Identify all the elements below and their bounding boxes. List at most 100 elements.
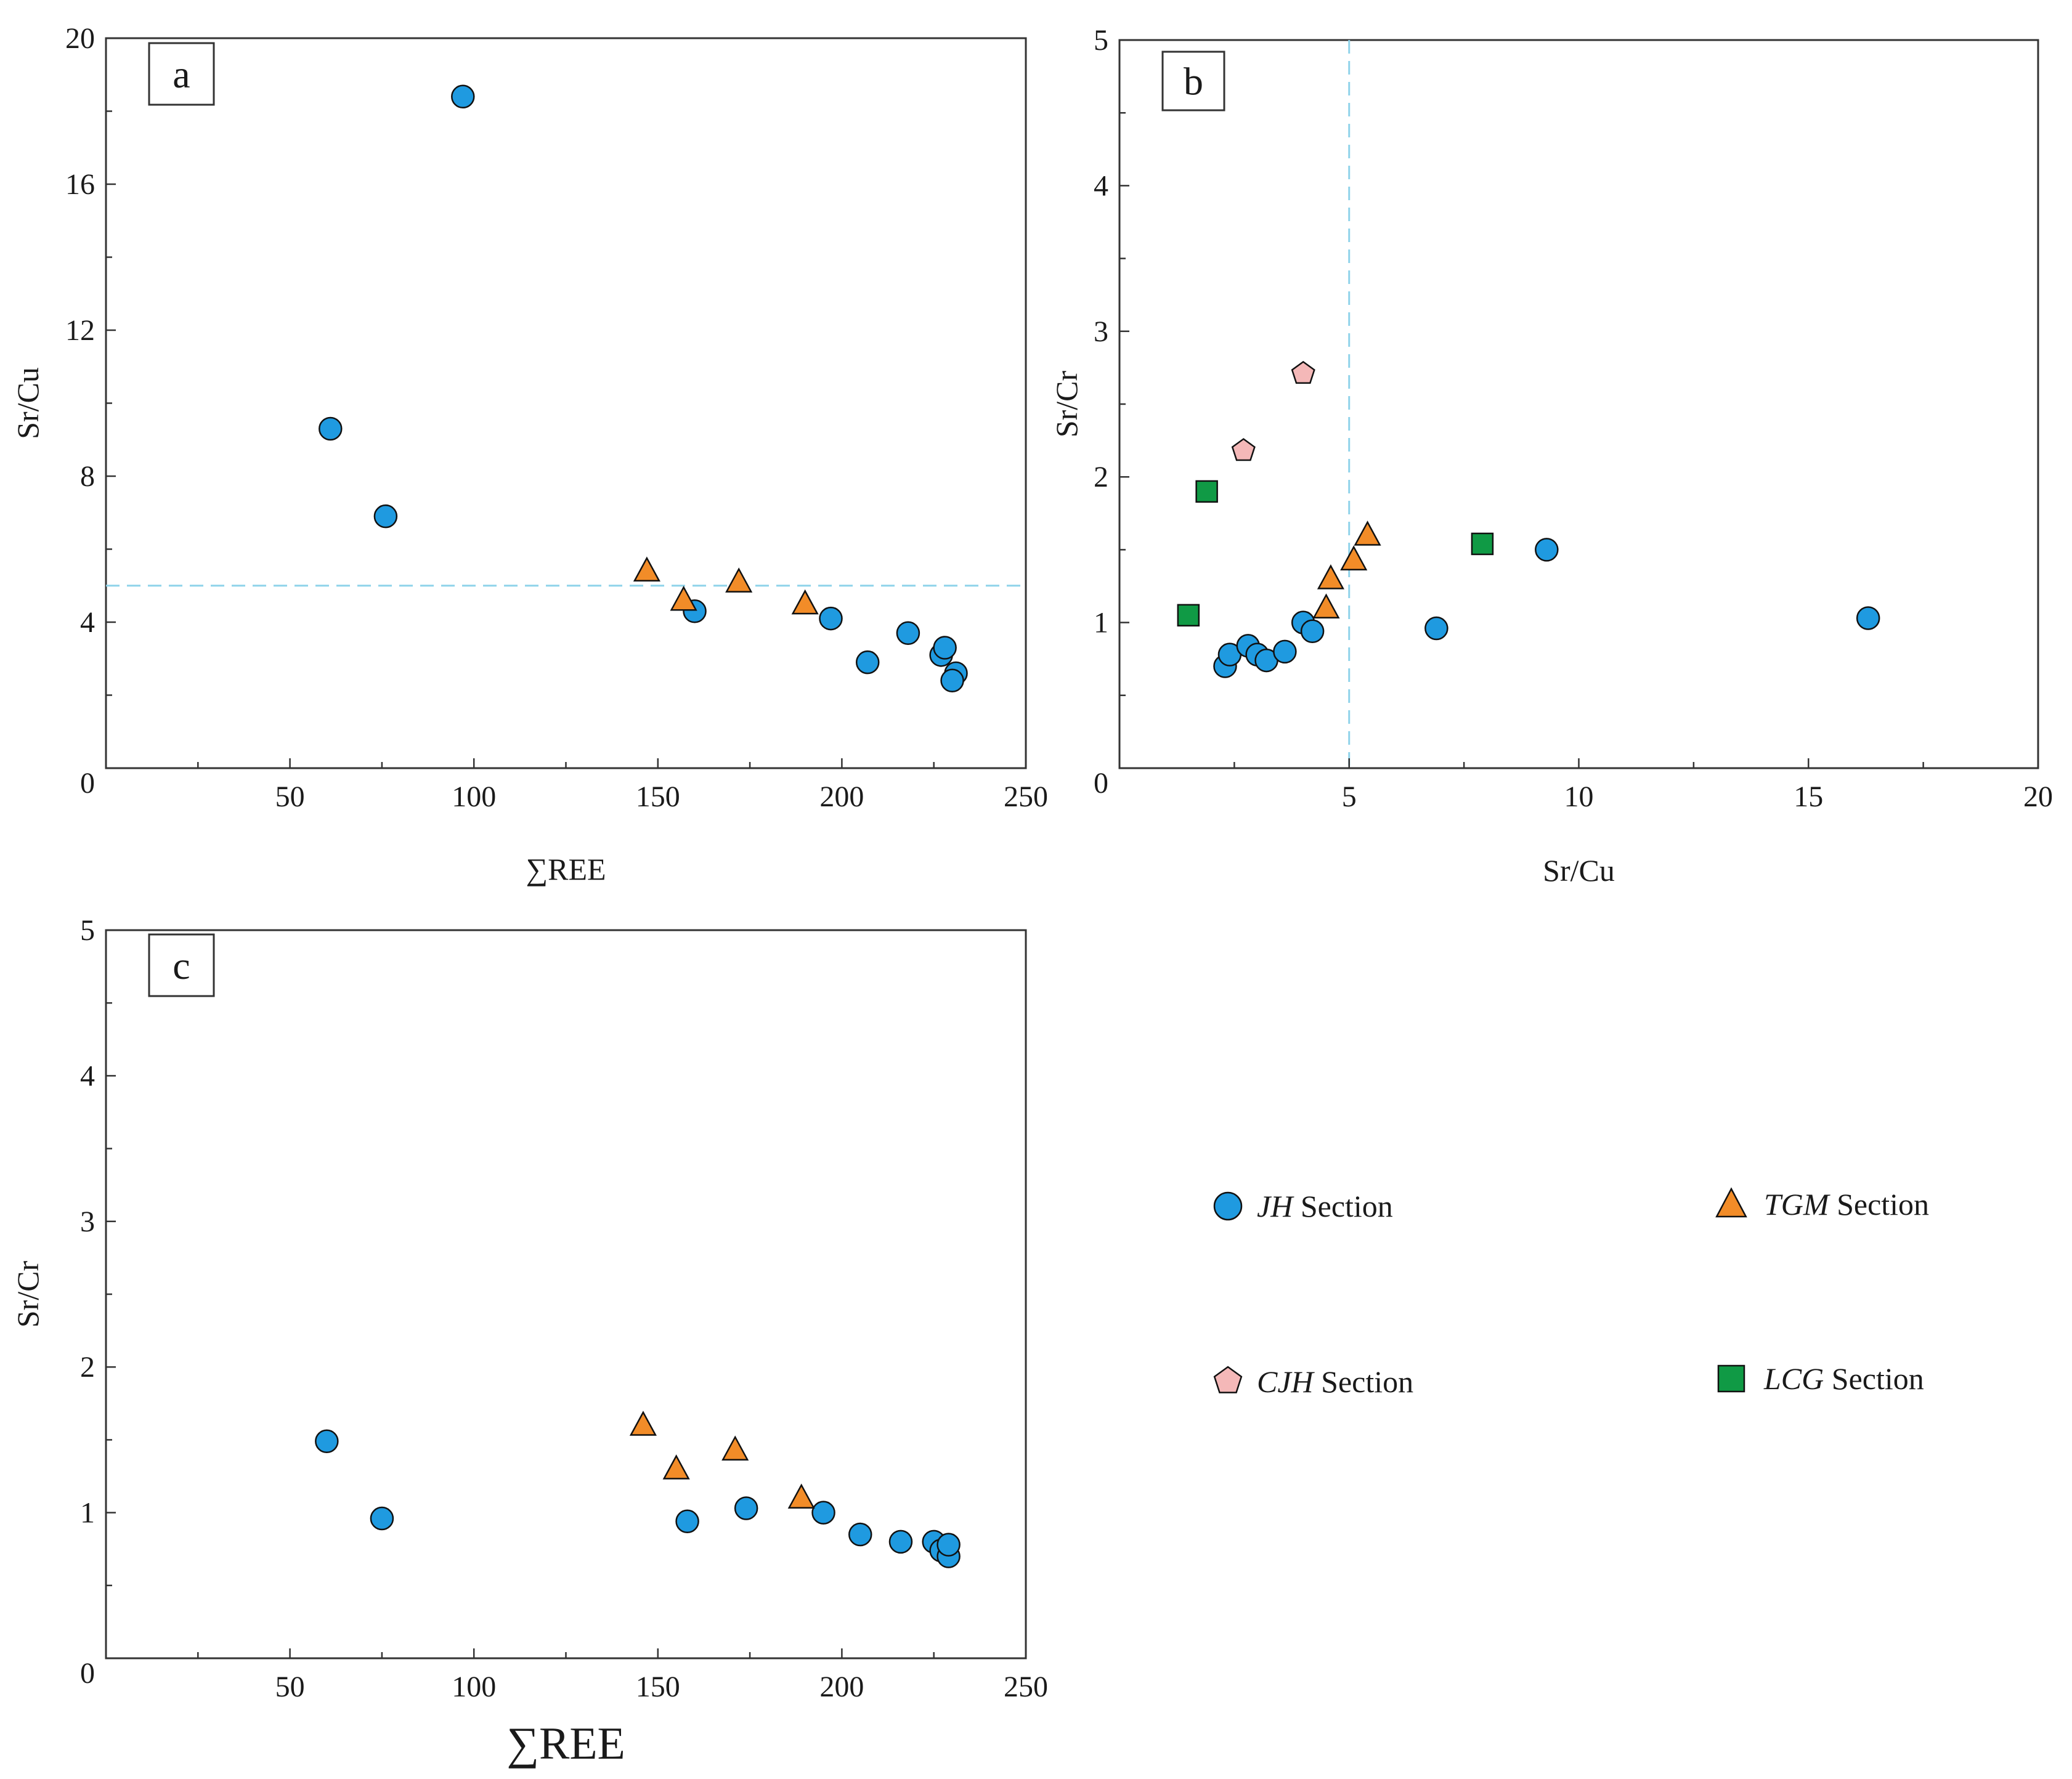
data-point [373,504,398,529]
series-lcg [1177,480,1494,627]
x-tick-label: 100 [452,1671,496,1703]
y-tick-label: 4 [1094,169,1108,202]
legend-label: LCG Section [1763,1361,1924,1396]
data-point [1354,521,1381,546]
data-point [675,1509,699,1534]
legend-label-suffix: Section [1824,1361,1924,1396]
data-point [933,636,957,660]
data-point [315,1429,339,1454]
y-tick-label: 1 [80,1497,95,1530]
series-tgm [629,1411,815,1509]
origin-label: 0 [1094,767,1108,800]
legend-item-jh: JH Section [1213,1189,1393,1223]
series-tgm [1312,521,1381,618]
y-tick-label: 2 [1094,461,1108,493]
data-point [855,650,880,675]
y-tick-label: 5 [1094,24,1108,57]
y-tick-label: 12 [65,314,95,347]
legend-label: JH Section [1257,1189,1393,1223]
data-point [662,1454,690,1480]
panel-b: 5 10 15 20 1 2 3 4 5 0 Sr/Cu Sr/Cr b [1049,24,2053,888]
x-tick-label: 10 [1564,780,1594,813]
data-point [1856,606,1880,630]
data-point [1291,360,1315,384]
data-point [734,1496,758,1520]
data-point [896,621,920,646]
y-tick-label: 1 [1094,607,1108,639]
y-tick-label: 3 [1094,315,1108,348]
y-axis-title: Sr/Cu [10,367,45,439]
data-point [319,416,343,441]
data-point [1177,604,1200,627]
legend-item-lcg: LCG Section [1717,1361,1924,1396]
series-jh [1213,538,1880,678]
data-point [1231,438,1256,461]
data-point [848,1522,872,1547]
y-axis-title: Sr/Cr [10,1260,45,1327]
x-tick-label: 50 [275,1671,305,1703]
legend-item-tgm: TGM Section [1715,1187,1929,1222]
series-cjh [1231,360,1315,461]
panel-label: b [1184,60,1203,103]
data-point [1471,532,1494,556]
data-point [787,1483,815,1509]
x-tick-label: 200 [819,1671,864,1703]
data-point [1312,593,1340,618]
x-tick-label: 250 [1004,1671,1048,1703]
y-tick-label: 3 [80,1206,95,1238]
series-jh [315,1429,961,1568]
data-point [451,84,475,109]
y-tick-label: 16 [65,168,95,201]
data-point [1340,545,1368,570]
plot-frame [105,37,1027,769]
data-point [1195,480,1218,503]
data-point [1424,616,1448,641]
plot-frame [105,929,1027,1659]
legend-label: TGM Section [1764,1187,1929,1222]
x-tick-label: 50 [275,780,305,813]
y-tick-label: 20 [65,22,95,55]
data-point [791,589,819,615]
legend-label-section-code: CJH [1257,1364,1315,1399]
legend-marker [1717,1364,1745,1393]
data-point [888,1530,913,1554]
y-tick-label: 4 [80,606,95,639]
y-tick-label: 5 [80,914,95,947]
panel-label-box [1161,51,1225,111]
x-tick-label: 20 [2023,780,2053,813]
panel-label-box [148,42,215,106]
x-tick-label: 150 [636,780,680,813]
y-tick-label: 2 [80,1351,95,1384]
data-point [1273,639,1297,664]
legend-label-section-code: LCG [1763,1361,1824,1396]
legend-item-cjh: CJH Section [1213,1364,1413,1399]
data-point [940,668,964,693]
x-tick-label: 5 [1342,780,1357,813]
data-point [725,567,753,593]
legend-label-suffix: Section [1314,1364,1413,1399]
x-tick-label: 100 [452,780,496,813]
panel-label: a [173,52,190,96]
series-tgm [633,556,819,615]
x-axis-title: Sr/Cu [1543,853,1615,888]
legend-label: CJH Section [1257,1364,1413,1399]
data-point [629,1411,657,1436]
x-tick-label: 200 [819,780,864,813]
legend-marker [1213,1366,1243,1393]
legend-label-section-code: JH [1257,1189,1294,1223]
x-tick-label: 150 [636,1671,680,1703]
y-axis-title: Sr/Cr [1049,370,1084,437]
legend-label-section-code: TGM [1764,1187,1830,1222]
data-point [1535,538,1559,562]
data-point [633,556,660,582]
data-point [721,1435,749,1461]
data-point [936,1533,961,1557]
data-point [819,606,843,631]
legend-label-suffix: Section [1829,1187,1929,1222]
x-axis-title: ∑REE [506,1719,625,1769]
panel-label-box [148,933,215,997]
